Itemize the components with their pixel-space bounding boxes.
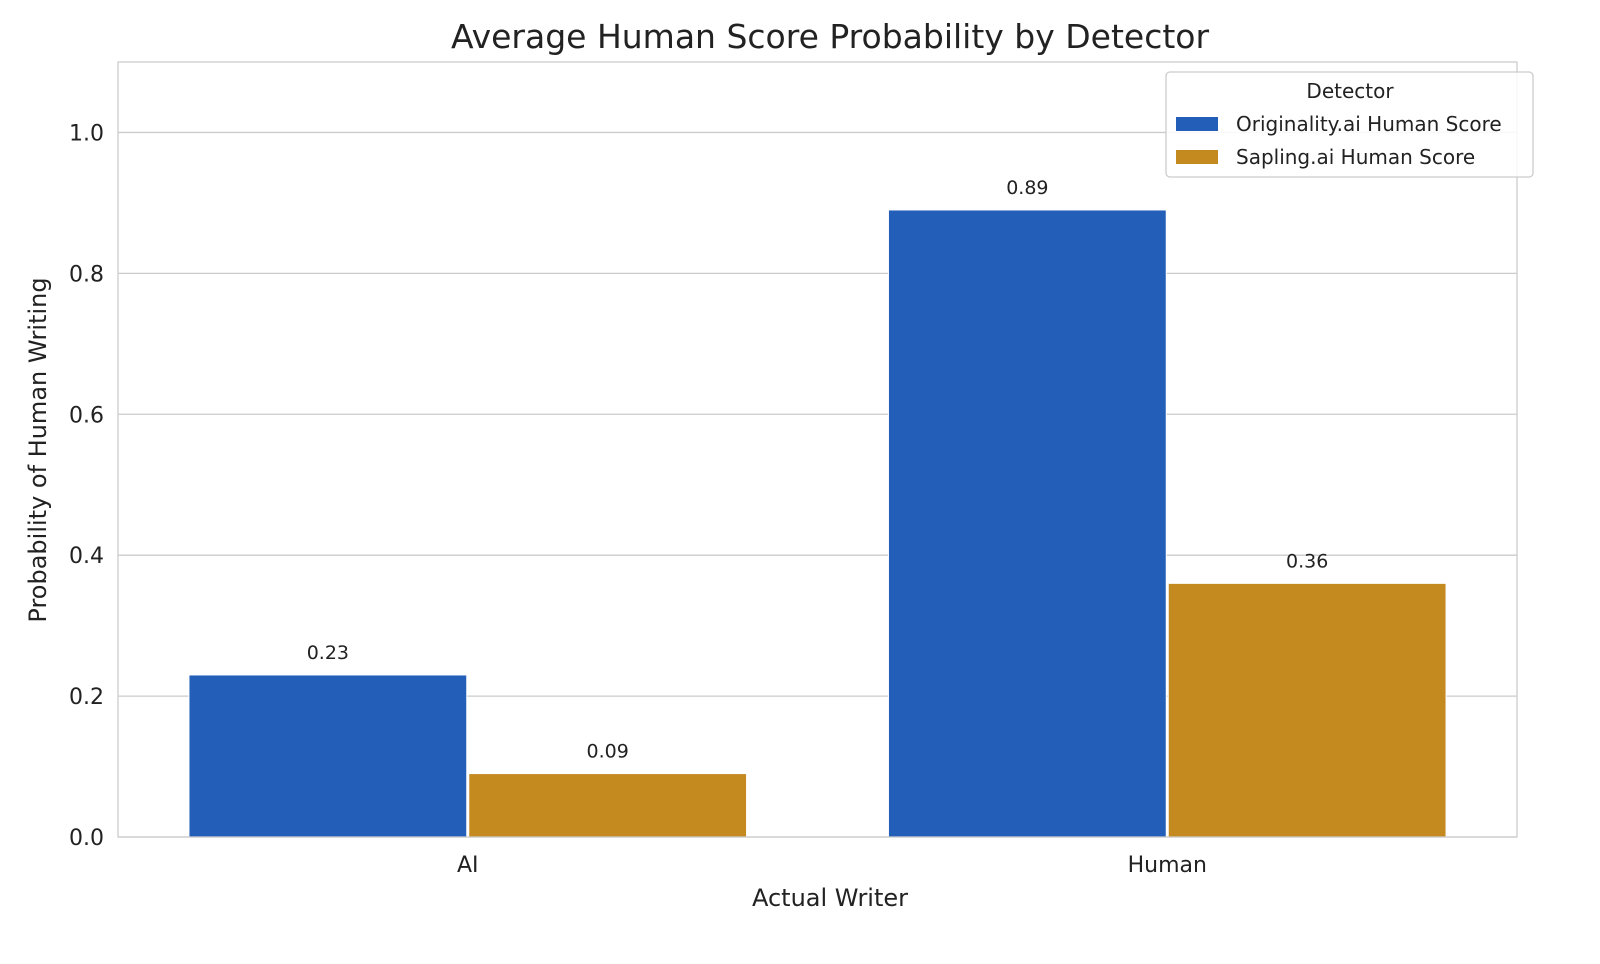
y-tick-label: 0.4	[69, 544, 104, 569]
legend-swatch-originality	[1176, 117, 1218, 131]
chart-title: Average Human Score Probability by Detec…	[451, 17, 1210, 56]
y-tick-label: 0.2	[69, 685, 104, 710]
legend-title: Detector	[1306, 79, 1394, 103]
y-tick-label: 0.6	[69, 403, 104, 428]
bar-value-label: 0.09	[586, 741, 628, 763]
x-tick-label: AI	[457, 853, 479, 878]
y-tick-label: 0.8	[69, 262, 104, 287]
bar-value-label: 0.36	[1286, 550, 1328, 572]
legend-swatch-sapling	[1176, 150, 1218, 164]
legend: Detector Originality.ai Human Score Sapl…	[1165, 71, 1534, 178]
legend-label-sapling: Sapling.ai Human Score	[1236, 145, 1475, 169]
x-tick-label: Human	[1128, 853, 1207, 878]
plot-frame	[117, 61, 1518, 838]
bar-ai-series-1	[468, 773, 748, 838]
bar-human-series-0	[887, 209, 1167, 838]
bar-human-series-1	[1167, 582, 1447, 838]
bar-ai-series-0	[188, 674, 468, 838]
x-axis-label: Actual Writer	[752, 884, 908, 912]
y-tick-label: 0.0	[69, 826, 104, 851]
bar-value-label: 0.23	[307, 642, 349, 664]
y-tick-label: 1.0	[69, 121, 104, 146]
legend-label-originality: Originality.ai Human Score	[1236, 112, 1502, 136]
bar-value-label: 0.89	[1006, 177, 1048, 199]
y-axis-label: Probability of Human Writing	[24, 277, 52, 622]
